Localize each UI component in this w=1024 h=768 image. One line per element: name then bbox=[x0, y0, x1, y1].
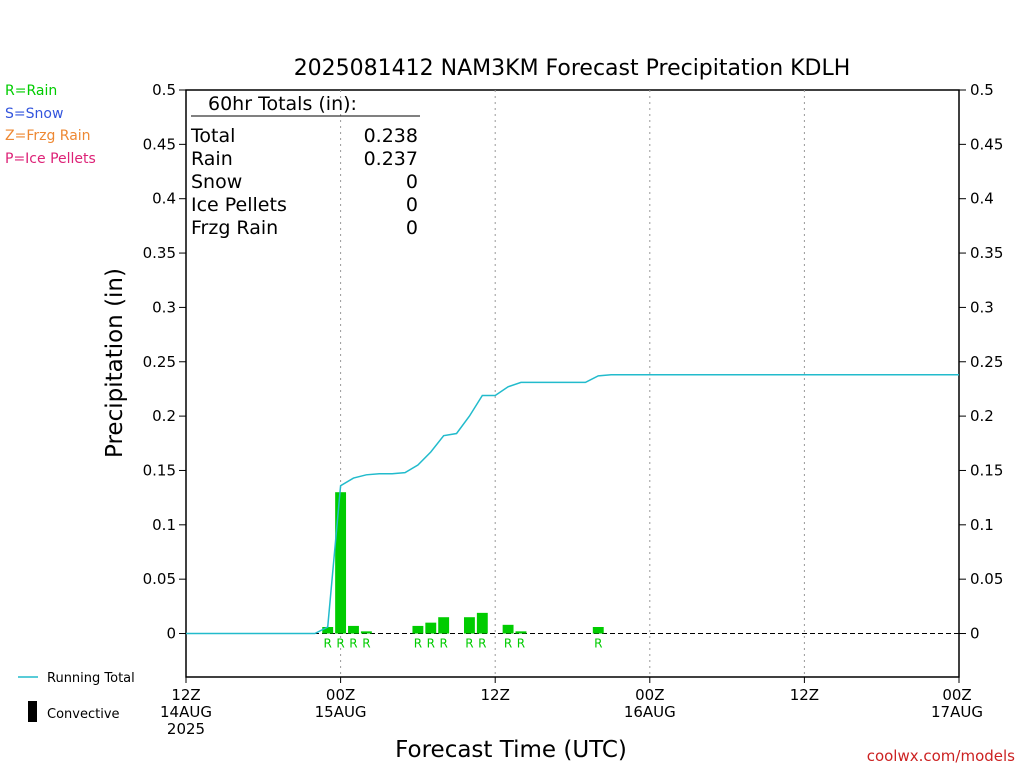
x-tick-label: 00Z bbox=[635, 686, 664, 704]
y-tick-label-right: 0.5 bbox=[970, 81, 994, 99]
x-axis-title: Forecast Time (UTC) bbox=[395, 737, 627, 763]
y-tick-label-left: 0.05 bbox=[143, 570, 176, 588]
totals-header: 60hr Totals (in): bbox=[208, 93, 357, 115]
x-tick-label: 15AUG bbox=[315, 703, 367, 721]
running-total-legend-label: Running Total bbox=[47, 671, 135, 686]
x-tick-label: 14AUG bbox=[160, 703, 212, 721]
precip-bar bbox=[463, 617, 475, 634]
ptype-label: R bbox=[594, 637, 602, 651]
legend-ice-pellets: P=Ice Pellets bbox=[5, 151, 96, 167]
totals-value-total: 0.238 bbox=[364, 125, 418, 147]
y-tick-label-left: 0.25 bbox=[143, 353, 176, 371]
ptype-label: R bbox=[439, 637, 447, 651]
legend-snow: S=Snow bbox=[5, 106, 63, 122]
ptype-label: R bbox=[324, 637, 332, 651]
y-axis-title: Precipitation (in) bbox=[102, 268, 128, 458]
x-tick-label: 00Z bbox=[326, 686, 355, 704]
x-tick-label: 12Z bbox=[171, 686, 200, 704]
plot-frame bbox=[185, 89, 960, 678]
y-tick-label-right: 0.25 bbox=[970, 353, 1003, 371]
ptype-legend: R=Rain S=Snow Z=Frzg Rain P=Ice Pellets bbox=[5, 83, 96, 167]
ptype-label: R bbox=[362, 637, 370, 651]
ptype-label: R bbox=[336, 637, 344, 651]
running-total-layer bbox=[186, 374, 959, 635]
y-tick-label-left: 0 bbox=[166, 625, 176, 643]
precip-bar bbox=[515, 631, 527, 634]
y-tick-label-left: 0.5 bbox=[152, 81, 176, 99]
precip-bar bbox=[335, 492, 347, 634]
convective-legend-swatch bbox=[28, 701, 37, 722]
y-tick-label-right: 0.3 bbox=[970, 298, 994, 316]
ptype-label: R bbox=[517, 637, 525, 651]
y-axis-left: 0 0.05 0.1 0.15 0.2 0.25 0.3 0.35 0.4 0.45 0.5 bbox=[143, 81, 186, 643]
y-tick-label-right: 0.05 bbox=[970, 570, 1003, 588]
ptype-label: R bbox=[478, 637, 486, 651]
y-axis-right: 0 0.05 0.1 0.15 0.2 0.25 0.3 0.35 0.4 0.45 0.5 bbox=[959, 81, 1003, 643]
precip-bar bbox=[360, 631, 372, 634]
credit-link[interactable]: coolwx.com/models bbox=[867, 747, 1015, 765]
y-tick-label-right: 0.35 bbox=[970, 244, 1003, 262]
precip-bar bbox=[502, 624, 514, 634]
totals-value-rain: 0.237 bbox=[364, 148, 418, 170]
bars-layer bbox=[322, 492, 604, 634]
ptype-label: R bbox=[349, 637, 357, 651]
totals-label-rain: Rain bbox=[191, 148, 233, 170]
y-tick-label-left: 0.4 bbox=[152, 190, 176, 208]
y-tick-label-right: 0.4 bbox=[970, 190, 994, 208]
ptype-label: R bbox=[504, 637, 512, 651]
totals-label-total: Total bbox=[190, 125, 235, 147]
y-tick-label-right: 0.45 bbox=[970, 135, 1003, 153]
totals-label-snow: Snow bbox=[191, 171, 242, 193]
y-tick-label-left: 0.35 bbox=[143, 244, 176, 262]
convective-legend-label: Convective bbox=[47, 707, 120, 722]
totals-label-ice-pellets: Ice Pellets bbox=[191, 194, 287, 216]
totals-label-frzg-rain: Frzg Rain bbox=[191, 217, 278, 239]
precip-bar bbox=[348, 625, 359, 634]
precip-bar bbox=[412, 625, 424, 634]
y-tick-label-left: 0.1 bbox=[152, 516, 176, 534]
y-tick-label-right: 0.15 bbox=[970, 461, 1003, 479]
legend-rain: R=Rain bbox=[5, 83, 57, 99]
y-tick-label-left: 0.2 bbox=[152, 407, 176, 425]
x-tick-label: 00Z bbox=[942, 686, 971, 704]
precip-bar bbox=[322, 626, 334, 634]
ptype-label: R bbox=[465, 637, 473, 651]
x-tick-label: 17AUG bbox=[931, 703, 983, 721]
precip-bar bbox=[476, 612, 488, 634]
grid-layer bbox=[186, 90, 959, 677]
totals-value-ice-pellets: 0 bbox=[406, 194, 418, 216]
y-tick-label-right: 0 bbox=[970, 625, 980, 643]
chart-title: 2025081412 NAM3KM Forecast Precipitation… bbox=[294, 56, 851, 81]
ptype-label: R bbox=[414, 637, 422, 651]
x-tick-label: 16AUG bbox=[624, 703, 676, 721]
precip-bar bbox=[425, 622, 437, 634]
y-tick-label-left: 0.15 bbox=[143, 461, 176, 479]
totals-box: 60hr Totals (in): Total 0.238 Rain 0.237… bbox=[190, 93, 420, 239]
totals-value-snow: 0 bbox=[406, 171, 418, 193]
totals-value-frzg-rain: 0 bbox=[406, 217, 418, 239]
y-tick-label-right: 0.1 bbox=[970, 516, 994, 534]
precip-bar bbox=[592, 626, 604, 634]
y-tick-label-left: 0.45 bbox=[143, 135, 176, 153]
ptype-label: R bbox=[427, 637, 435, 651]
x-tick-label: 12Z bbox=[481, 686, 510, 704]
legend-frzg-rain: Z=Frzg Rain bbox=[5, 128, 91, 144]
x-tick-label: 12Z bbox=[790, 686, 819, 704]
running-total-line bbox=[186, 374, 959, 635]
y-tick-label-left: 0.3 bbox=[152, 298, 176, 316]
bottom-legend: Running Total Convective bbox=[18, 671, 135, 722]
x-tick-label: 2025 bbox=[167, 720, 205, 738]
precip-bar bbox=[438, 617, 450, 634]
y-tick-label-right: 0.2 bbox=[970, 407, 994, 425]
